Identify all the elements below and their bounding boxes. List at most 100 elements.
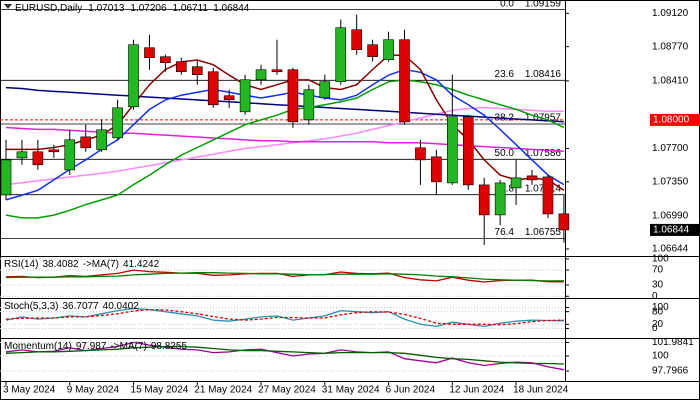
candle-body: [510, 177, 522, 189]
candle-body: [223, 95, 235, 101]
y-tick-label: 101.9841: [652, 337, 694, 348]
candle-body: [478, 184, 490, 216]
candle-body: [383, 39, 394, 60]
indicator-value: 40.0402: [103, 301, 140, 312]
y-tick-label: 1.08410: [652, 76, 689, 87]
x-tick-label: 9 May 2024: [67, 385, 120, 396]
header-high: 1.07206: [130, 3, 167, 14]
level-box: [650, 113, 700, 126]
candle-body: [96, 129, 107, 151]
price-label: 1.06844: [653, 225, 690, 236]
indicator-name: RSI(14): [4, 259, 38, 270]
indicator-line: [5, 308, 564, 326]
indicator-header: Stoch(5,3,3) 36.7077 40.0402: [4, 301, 139, 312]
indicator-name: ->MA(7): [110, 341, 146, 352]
y-tick-label: 70: [652, 265, 664, 276]
x-tick-label: 15 May 2024: [131, 385, 189, 396]
indicator-name: Stoch(5,3,3): [4, 301, 58, 312]
candle-body: [558, 213, 570, 231]
chart-title: EURUSD,Daily: [15, 3, 82, 14]
header-open: 1.07013: [88, 3, 125, 14]
y-tick-label: 1.08770: [652, 41, 689, 52]
x-tick-label: 27 May 2024: [258, 385, 316, 396]
candle-body: [542, 176, 554, 215]
candle-body: [271, 69, 283, 73]
candle-body: [335, 27, 347, 83]
candle-body: [447, 116, 458, 184]
y-tick-label: 0: [652, 291, 658, 302]
candle-body: [128, 44, 139, 108]
header-low: 1.06711: [173, 3, 209, 14]
candle-body: [319, 81, 331, 99]
candle-body: [144, 47, 155, 58]
header-close: 1.06844: [213, 3, 250, 14]
candle-body: [287, 69, 299, 123]
y-tick-label: 1.07700: [652, 143, 689, 154]
indicator-name: Momentum(14): [4, 341, 72, 352]
candle-body: [494, 182, 506, 216]
x-tick-label: 18 Jun 2024: [513, 385, 568, 396]
y-tick-label: 1.06644: [652, 244, 689, 255]
candle-body: [48, 149, 60, 153]
candle-body: [526, 175, 538, 181]
y-tick-label: 100: [652, 254, 669, 265]
candle-body: [367, 44, 378, 58]
y-tick-label: 1.07350: [652, 176, 689, 187]
candle-body: [16, 151, 28, 159]
indicator-line: [5, 106, 564, 186]
indicator-name: ->MA(7): [83, 259, 119, 270]
fib-value: 1.09159: [525, 0, 562, 9]
indicator-line: [5, 272, 564, 282]
y-tick-label: 1.06990: [652, 211, 689, 222]
indicator-line: [5, 86, 564, 123]
candle-body: [160, 56, 171, 64]
candle-body: [191, 66, 203, 76]
y-tick-label: 1.09120: [652, 8, 689, 19]
indicator-header: Momentum(14) 97.987 ->MA(7) 98.8255: [4, 341, 187, 352]
candle-body: [303, 89, 315, 121]
x-tick-label: 21 May 2024: [194, 385, 252, 396]
y-tick-label: 97.7966: [652, 366, 689, 377]
candle-body: [239, 79, 251, 113]
indicator-value: 97.987: [76, 341, 107, 352]
candle-body: [431, 156, 442, 183]
candle-body: [415, 147, 426, 161]
y-tick-label: 80: [652, 306, 664, 317]
x-tick-label: 3 May 2024: [3, 385, 56, 396]
candle-body: [112, 107, 123, 139]
indicator-line: [5, 79, 565, 219]
indicator-value: 38.4082: [42, 259, 79, 270]
y-tick-label: 30: [652, 280, 664, 291]
x-tick-label: 12 Jun 2024: [449, 385, 504, 396]
indicator-line: [5, 341, 565, 371]
candle-body: [176, 61, 187, 73]
symbol-icon: [4, 4, 12, 9]
fib-value: 1.08416: [525, 69, 562, 80]
candle-body: [399, 39, 410, 123]
fib-label: 50.0: [495, 148, 515, 159]
candle-body: [462, 116, 474, 186]
indicator-header: RSI(14) 38.4082 ->MA(7) 41.4242: [4, 259, 160, 270]
chart-header: EURUSD,Daily 1.07013 1.07206 1.06711 1.06844: [15, 3, 250, 14]
fib-label: 76.4: [495, 227, 515, 238]
indicator-value: 41.4242: [123, 259, 160, 270]
candle-body: [0, 159, 12, 196]
candle-body: [207, 71, 219, 106]
indicator-line: [5, 269, 564, 283]
y-tick-label: 100: [652, 351, 669, 362]
indicator-line: [5, 68, 565, 201]
y-tick-label: 20: [652, 319, 664, 330]
x-tick-label: 6 Jun 2024: [386, 385, 436, 396]
indicator-value: 36.7077: [62, 301, 99, 312]
candle-body: [255, 69, 267, 81]
fib-label: 0.0: [500, 0, 514, 9]
candle-body: [351, 29, 362, 50]
indicator-line: [5, 345, 564, 365]
y-tick-label: 0: [652, 323, 658, 334]
fib-value: 1.07586: [525, 148, 562, 159]
level-label: 1.08000: [653, 115, 690, 126]
fib-label: 23.6: [495, 69, 515, 80]
y-tick-label: 100: [652, 302, 669, 313]
